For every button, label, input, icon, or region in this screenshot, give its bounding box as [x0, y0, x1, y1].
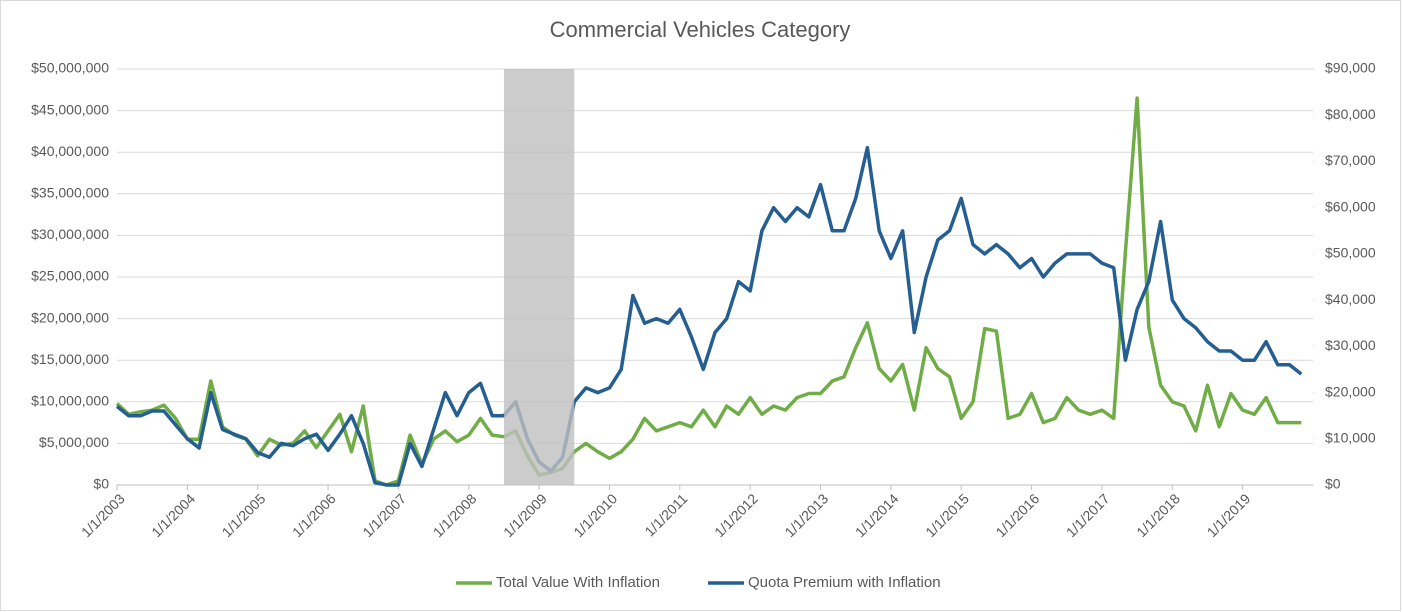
- series-line: [115, 96, 1302, 487]
- y2-tick-label: $10,000: [1325, 429, 1376, 445]
- y-tick-label: $10,000,000: [31, 393, 109, 409]
- y2-tick-label: $50,000: [1325, 245, 1376, 261]
- y-tick-label: $50,000,000: [31, 60, 109, 76]
- y-tick-label: $25,000,000: [31, 268, 109, 284]
- chart-title: Commercial Vehicles Category: [550, 17, 851, 42]
- legend-label: Total Value With Inflation: [496, 574, 660, 591]
- y-tick-label: $30,000,000: [31, 226, 109, 242]
- y2-tick-label: $90,000: [1325, 60, 1376, 76]
- y2-tick-label: $60,000: [1325, 198, 1376, 214]
- y-tick-label: $40,000,000: [31, 143, 109, 159]
- y2-tick-label: $70,000: [1325, 152, 1376, 168]
- legend-label: Quota Premium with Inflation: [748, 574, 941, 591]
- y-tick-label: $0: [93, 476, 109, 492]
- series-line: [115, 145, 1303, 487]
- y2-tick-label: $20,000: [1325, 383, 1376, 399]
- y-tick-label: $20,000,000: [31, 309, 109, 325]
- y2-tick-label: $80,000: [1325, 106, 1376, 122]
- y2-tick-label: $30,000: [1325, 337, 1376, 353]
- y-tick-label: $35,000,000: [31, 185, 109, 201]
- shaded-period: [503, 69, 575, 485]
- y-tick-label: $45,000,000: [31, 101, 109, 117]
- y2-tick-label: $0: [1325, 476, 1341, 492]
- y-tick-label: $15,000,000: [31, 351, 109, 367]
- y-tick-label: $5,000,000: [39, 434, 109, 450]
- y2-tick-label: $40,000: [1325, 291, 1376, 307]
